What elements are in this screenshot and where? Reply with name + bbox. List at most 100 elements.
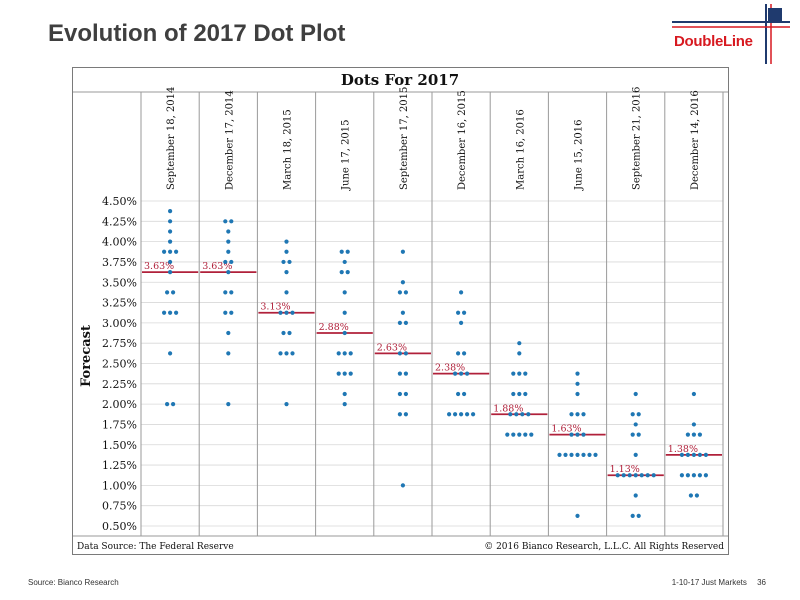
forecast-dot — [229, 219, 234, 224]
forecast-dot — [636, 513, 641, 518]
forecast-dot — [345, 249, 350, 254]
column-header: December 14, 2016 — [690, 90, 701, 190]
forecast-dot — [342, 402, 347, 407]
forecast-dot — [645, 473, 650, 478]
forecast-dot — [517, 351, 522, 356]
forecast-dot — [342, 290, 347, 295]
forecast-dot — [587, 452, 592, 458]
forecast-dot — [174, 310, 179, 315]
y-tick-label: 3.75% — [102, 256, 137, 269]
forecast-dot — [462, 310, 467, 315]
forecast-dot — [517, 371, 522, 376]
column-header: December 17, 2014 — [224, 90, 235, 190]
forecast-dot — [511, 391, 516, 397]
forecast-dot — [523, 391, 528, 397]
forecast-dot — [575, 391, 580, 397]
y-tick-label: 4.50% — [102, 195, 137, 208]
forecast-dot — [697, 432, 703, 437]
copyright-note: © 2016 Bianco Research, L.L.C. All Right… — [484, 542, 724, 552]
forecast-dot — [691, 452, 697, 458]
y-tick-label: 2.50% — [102, 358, 137, 371]
page-number: 36 — [757, 578, 766, 587]
forecast-dot — [336, 351, 341, 356]
forecast-dot — [703, 452, 709, 458]
median-label: 3.63% — [144, 261, 174, 272]
forecast-dot — [278, 310, 283, 315]
forecast-dot — [633, 391, 638, 397]
forecast-dot — [465, 412, 470, 417]
footer-source: Source: Bianco Research — [28, 578, 119, 587]
forecast-dot — [691, 422, 697, 427]
forecast-dot — [165, 290, 170, 295]
forecast-dot — [465, 371, 470, 376]
forecast-dot — [593, 452, 598, 458]
y-tick-label: 2.25% — [102, 378, 137, 391]
forecast-dot — [284, 239, 289, 244]
forecast-dot — [223, 259, 228, 265]
forecast-dot — [403, 412, 408, 417]
y-tick-label: 0.75% — [102, 500, 137, 513]
chart-canvas: Dots For 2017 September 18, 2014 December… — [73, 71, 728, 552]
forecast-dot — [679, 452, 685, 458]
forecast-dot — [342, 351, 347, 356]
y-tick-label: 3.00% — [102, 317, 137, 330]
forecast-dot — [456, 351, 461, 356]
y-tick-label: 4.00% — [102, 236, 137, 249]
forecast-dot — [575, 371, 580, 376]
forecast-dot — [529, 432, 534, 437]
forecast-dot — [168, 310, 173, 315]
logo-graphic — [672, 4, 790, 64]
column-header: March 18, 2015 — [283, 109, 294, 190]
forecast-dot — [517, 341, 522, 346]
median-label: 3.63% — [202, 261, 232, 272]
forecast-dot — [284, 402, 289, 407]
forecast-dot — [575, 381, 580, 386]
forecast-dot — [633, 473, 638, 478]
forecast-dot — [630, 513, 635, 518]
forecast-dot — [447, 412, 452, 417]
forecast-dot — [627, 473, 632, 478]
forecast-dot — [229, 290, 234, 295]
forecast-dot — [633, 493, 638, 498]
forecast-dot — [688, 493, 694, 498]
forecast-dot — [284, 249, 289, 254]
forecast-dot — [165, 402, 170, 407]
forecast-dot — [342, 371, 347, 376]
logo-wordmark: DoubleLine — [674, 33, 753, 50]
forecast-dot — [284, 310, 289, 315]
forecast-dot — [526, 412, 531, 417]
forecast-dot — [563, 452, 568, 458]
forecast-dot — [342, 330, 347, 336]
median-label: 2.63% — [377, 342, 407, 353]
forecast-dot — [229, 310, 234, 315]
forecast-dot — [459, 412, 464, 417]
forecast-dot — [523, 432, 528, 437]
forecast-dot — [557, 452, 562, 458]
forecast-dot — [168, 219, 173, 224]
forecast-dot — [508, 412, 513, 417]
forecast-dot — [342, 391, 347, 397]
forecast-dot — [630, 432, 635, 437]
y-tick-label: 0.50% — [102, 520, 137, 533]
forecast-dot — [348, 351, 353, 356]
data-source-note: Data Source: The Federal Reserve — [77, 542, 234, 552]
forecast-dot — [336, 371, 341, 376]
forecast-dot — [168, 229, 173, 234]
y-tick-label: 2.00% — [102, 398, 137, 411]
forecast-dot — [226, 402, 231, 407]
forecast-dot — [342, 259, 347, 265]
forecast-dot — [462, 351, 467, 356]
forecast-dot — [226, 239, 231, 244]
forecast-dot — [630, 412, 635, 417]
forecast-dot — [633, 452, 638, 458]
forecast-dot — [694, 493, 700, 498]
forecast-dot — [397, 351, 402, 356]
column-dividers — [140, 92, 724, 536]
forecast-dot — [397, 290, 402, 295]
forecast-dot — [685, 473, 691, 478]
forecast-dot — [223, 310, 228, 315]
forecast-dot — [171, 402, 176, 407]
forecast-dot — [342, 310, 347, 315]
forecast-dot — [453, 371, 458, 376]
forecast-dot — [226, 330, 231, 336]
